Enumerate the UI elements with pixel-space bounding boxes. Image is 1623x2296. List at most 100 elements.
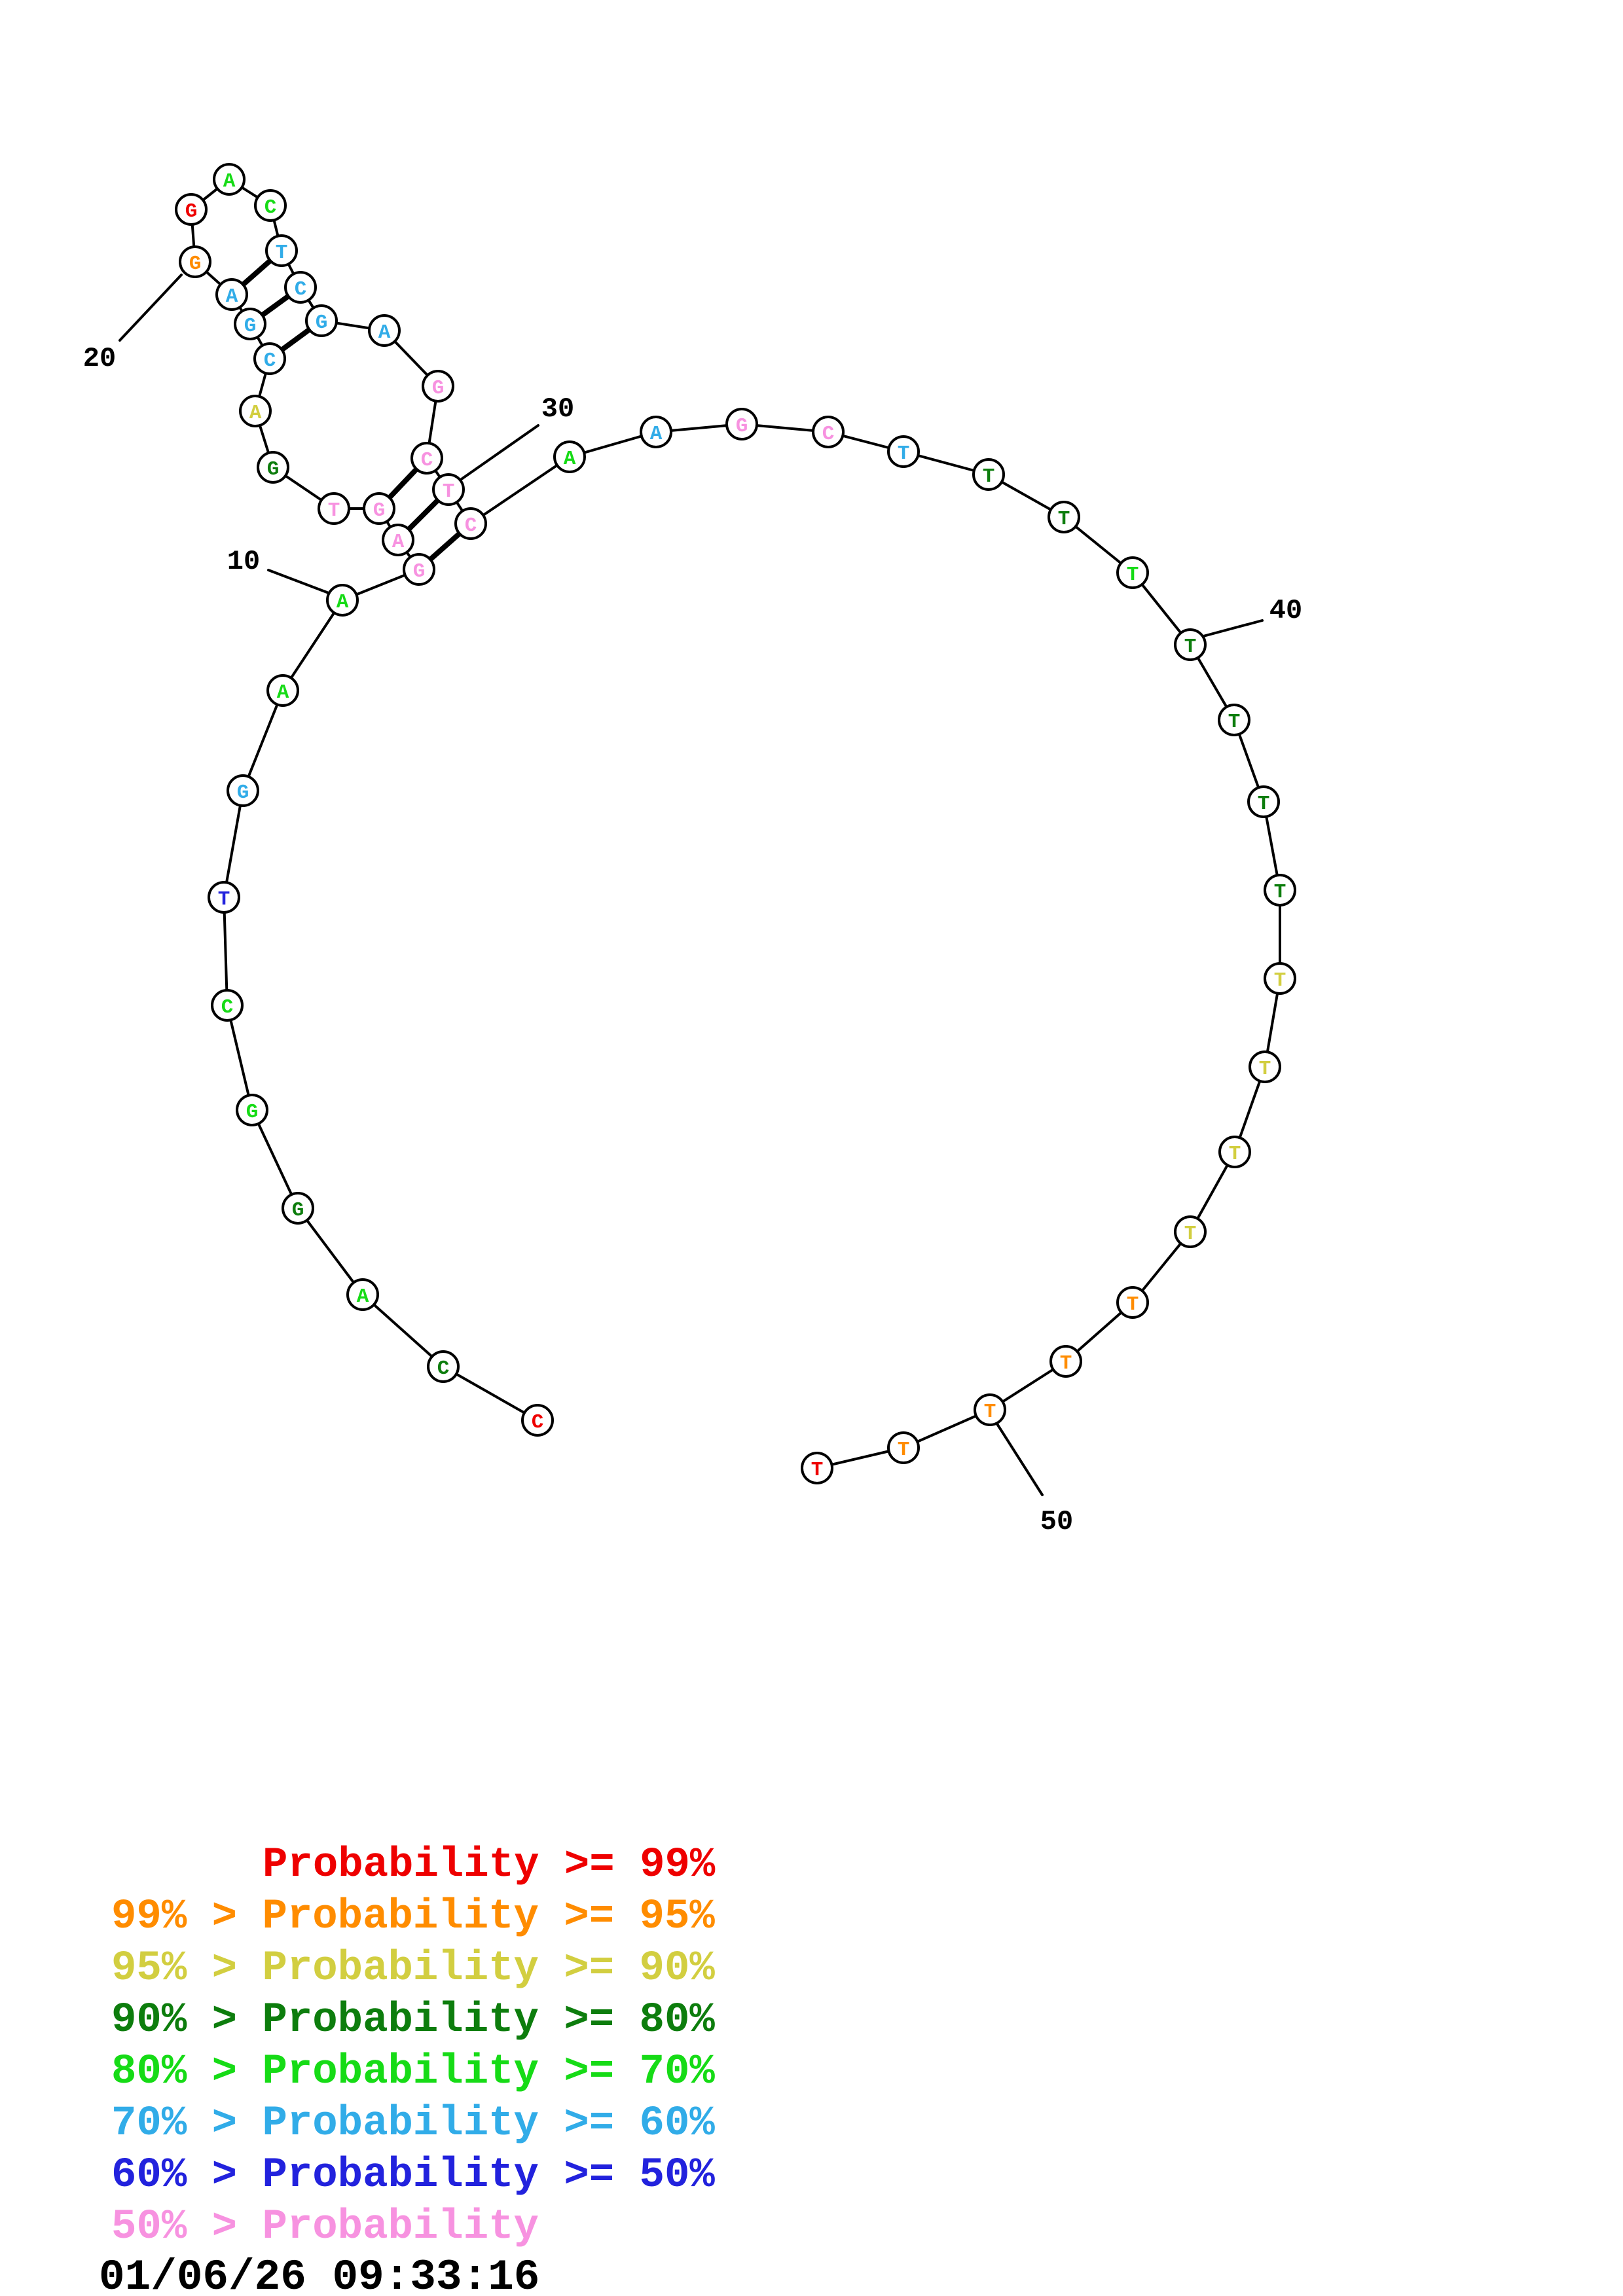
nucleotide-circle-42 [1247,785,1280,818]
nucleotide-letter-9: A [277,681,289,704]
nucleotide-45: T [1249,1050,1281,1083]
nucleotide-circle-8 [227,774,259,807]
nucleotide-letter-16: A [249,402,262,425]
nucleotide-35: C [812,416,845,448]
nucleotide-circle-26 [305,304,338,337]
nucleotide-3: A [346,1278,379,1311]
nucleotide-26: G [305,304,338,337]
nucleotide-circle-12 [382,524,414,556]
nucleotide-44: T [1264,962,1296,995]
nucleotide-letter-21: G [185,200,198,223]
nucleotide-circle-32 [553,440,586,473]
nucleotide-34: G [725,408,758,440]
nucleotide-circle-5 [236,1094,268,1126]
nucleotide-48: T [1116,1286,1149,1319]
nucleotide-letter-29: C [421,449,433,472]
nucleotide-circle-50 [974,1393,1006,1426]
nucleotide-letter-13: G [373,499,386,522]
nucleotide-circle-34 [725,408,758,440]
nucleotide-circle-10 [326,584,359,617]
nucleotide-letter-15: G [267,458,280,481]
position-label-20: 20 [83,343,116,374]
nucleotide-circle-27 [368,314,401,347]
backbone-segment-1 [442,1365,539,1422]
position-label-line-20 [119,274,183,342]
nucleotide-circle-43 [1264,874,1296,906]
nucleotide-letter-42: T [1258,793,1270,816]
nucleotide-8: G [227,774,259,807]
nucleotide-31: C [454,507,487,540]
nucleotide-letter-1: C [532,1411,544,1434]
nucleotide-letter-51: T [898,1439,910,1462]
nucleotide-circle-37 [972,458,1005,491]
backbone-segment-6 [223,896,228,1007]
backbone-segment-8 [242,689,284,792]
nucleotide-letter-43: T [1274,881,1286,904]
nucleotide-letter-38: T [1058,508,1070,531]
nucleotide-circle-29 [410,442,443,475]
nucleotide-letter-36: T [898,442,910,465]
backbone-segment-9 [282,599,344,692]
nucleotide-circle-36 [887,435,920,468]
backbone-lines [190,178,1281,1469]
position-label-10: 10 [227,546,260,577]
nucleotide-letter-12: A [392,531,405,554]
nucleotide-circle-31 [454,507,487,540]
nucleotide-37: T [972,458,1005,491]
nucleotide-5: G [236,1094,268,1126]
nucleotide-7: T [208,881,240,914]
nucleotide-circle-21 [175,193,208,226]
probability-legend: Probability >= 99%99% > Probability >= 9… [111,1842,716,2251]
nucleotide-circle-49 [1049,1345,1082,1378]
nucleotide-circle-9 [266,674,299,707]
legend-line-8: 50% > Probability [111,2204,539,2251]
nucleotide-letter-25: C [295,278,307,301]
nucleotide-letter-39: T [1127,564,1139,586]
nucleotide-16: A [239,395,272,427]
nucleotide-letter-33: A [650,423,663,446]
nucleotide-circle-30 [432,473,465,506]
nucleotide-42: T [1247,785,1280,818]
legend-line-1: Probability >= 99% [263,1842,716,1889]
nucleotide-36: T [887,435,920,468]
nucleotide-letter-3: A [357,1285,369,1308]
nucleotide-circle-48 [1116,1286,1149,1319]
nucleotide-circle-11 [403,553,435,586]
nucleotide-circle-17 [253,342,286,375]
nucleotide-33: A [640,416,672,448]
backbone-segment-7 [223,789,244,899]
nucleotide-letter-48: T [1127,1293,1139,1316]
nucleotide-circle-15 [257,451,289,484]
nucleotide-circle-25 [284,271,317,304]
nucleotide-letter-37: T [983,465,995,488]
nucleotide-52: T [801,1452,833,1484]
position-label-line-30 [458,424,539,482]
nucleotide-circle-20 [179,245,211,278]
nucleotide-18: G [234,308,266,340]
nucleotide-27: A [368,314,401,347]
legend-line-3: 95% > Probability >= 90% [111,1945,715,1992]
nucleotide-letter-40: T [1184,636,1197,658]
nucleotide-letter-52: T [811,1459,824,1482]
legend-line-2: 99% > Probability >= 95% [111,1893,715,1941]
nucleotide-circle-35 [812,416,845,448]
nucleotide-circle-16 [239,395,272,427]
nucleotide-19: A [215,278,248,311]
timestamp: 01/06/26 09:33:16 [99,2253,539,2296]
nucleotide-14: T [318,492,350,525]
nucleotide-13: G [363,492,395,525]
position-label-lines [119,274,1264,1496]
nucleotide-letter-11: G [413,560,426,583]
nucleotide-9: A [266,674,299,707]
backbone-segment-3 [297,1207,364,1296]
nucleotide-2: C [427,1350,460,1383]
nucleotide-letter-41: T [1228,711,1241,734]
nucleotide-circle-39 [1116,556,1149,589]
nucleotide-12: A [382,524,414,556]
nucleotide-letter-49: T [1060,1352,1072,1375]
nucleotide-circle-51 [887,1431,920,1464]
nucleotide-letter-30: T [443,480,455,503]
nucleotide-letter-50: T [984,1401,996,1424]
